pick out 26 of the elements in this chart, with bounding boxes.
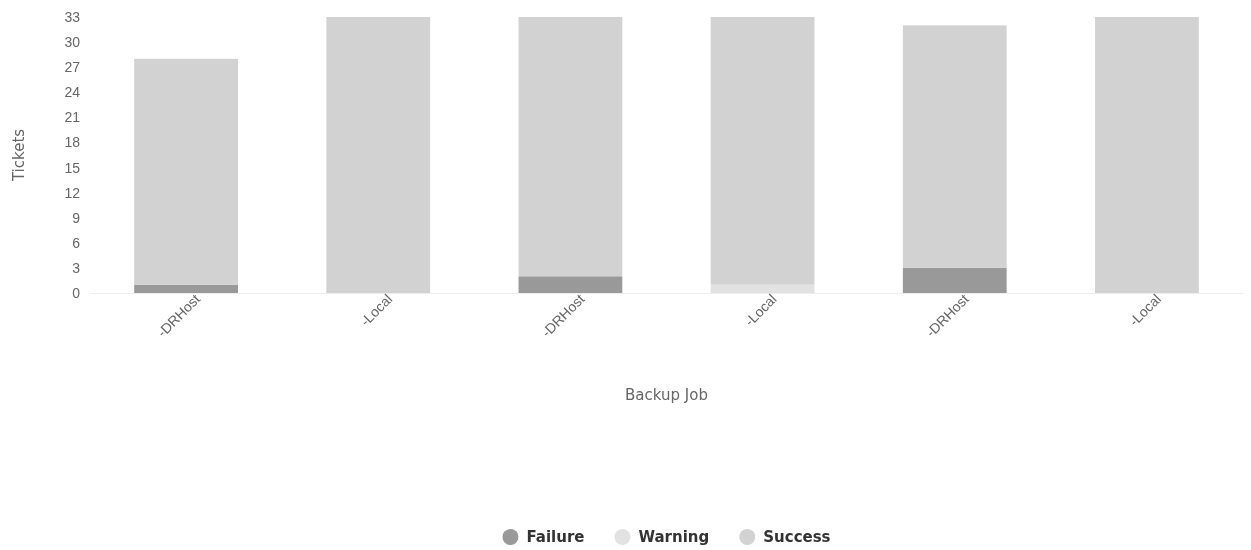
y-tick-label: 24 (64, 84, 81, 101)
y-axis-title: Tickets (10, 128, 28, 183)
bar (902, 267, 1007, 293)
x-axis-title: Backup Job (625, 386, 708, 404)
y-tick-label: 3 (72, 259, 81, 276)
y-tick-label: 21 (64, 109, 81, 126)
y-tick-label: 33 (64, 8, 81, 25)
legend-label: Warning (638, 528, 710, 546)
y-tick-label: 18 (64, 134, 81, 151)
y-tick-label: 27 (64, 59, 81, 76)
bar (1095, 17, 1199, 293)
y-tick-label: 9 (72, 209, 81, 226)
bar (326, 17, 431, 293)
legend-label: Success (763, 528, 831, 546)
bar (134, 58, 238, 285)
y-tick-label: 15 (64, 159, 81, 176)
legend-label: Failure (526, 528, 585, 546)
bar (710, 17, 815, 285)
bar (518, 276, 623, 293)
y-tick-label: 12 (64, 184, 81, 201)
y-tick-label: 30 (64, 34, 81, 51)
bar (134, 284, 238, 293)
bar (518, 17, 623, 277)
bar (902, 25, 1007, 268)
y-tick-label: 6 (72, 234, 81, 251)
y-tick-label: 0 (72, 284, 81, 301)
